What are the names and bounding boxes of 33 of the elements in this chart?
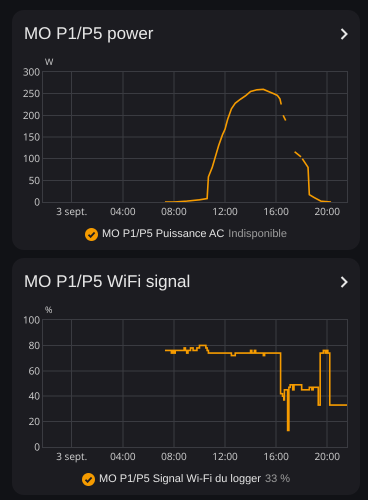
y-tick-label: 250 bbox=[22, 86, 40, 100]
text: Indisponible bbox=[228, 228, 287, 240]
x-tick-label: 20:00 bbox=[314, 204, 340, 218]
text: 33 % bbox=[264, 473, 290, 485]
y-tick-label: 100 bbox=[22, 151, 40, 166]
y-tick-label: 100 bbox=[22, 312, 40, 326]
x-tick-label: 16:00 bbox=[263, 204, 290, 218]
x-tick-label: 04:00 bbox=[110, 204, 136, 218]
chart-title: MO P1/P5 WiFi signal bbox=[24, 272, 190, 292]
x-tick-label: 12:00 bbox=[212, 204, 238, 218]
y-tick-label: 0 bbox=[34, 194, 40, 208]
x-tick-label: 04:00 bbox=[110, 449, 136, 463]
x-tick-label: 20:00 bbox=[314, 449, 340, 463]
y-tick-label: 20 bbox=[28, 414, 40, 428]
y-tick-label: 50 bbox=[28, 172, 40, 187]
y-tick-label: 0 bbox=[34, 440, 40, 454]
x-tick-label: 12:00 bbox=[212, 449, 238, 463]
x-tick-label: 3 sept. bbox=[56, 449, 88, 463]
y-axis-title: % bbox=[45, 303, 52, 316]
y-tick-label: 40 bbox=[28, 388, 40, 403]
chart-title: MO P1/P5 power bbox=[24, 24, 154, 44]
y-tick-label: 300 bbox=[22, 64, 40, 78]
y-tick-label: 80 bbox=[28, 338, 40, 352]
x-tick-label: 08:00 bbox=[161, 449, 187, 463]
y-tick-label: 200 bbox=[22, 108, 40, 122]
x-tick-label: 3 sept. bbox=[56, 204, 88, 218]
x-tick-label: 16:00 bbox=[263, 449, 290, 463]
y-tick-label: 150 bbox=[22, 130, 40, 144]
y-axis-title: W bbox=[45, 55, 54, 68]
y-tick-label: 60 bbox=[28, 363, 40, 378]
legend-label: MO P1/P5 Puissance AC bbox=[102, 228, 224, 240]
legend-label: MO P1/P5 Signal Wi-Fi du logger bbox=[98, 473, 261, 485]
x-tick-label: 08:00 bbox=[161, 204, 187, 218]
